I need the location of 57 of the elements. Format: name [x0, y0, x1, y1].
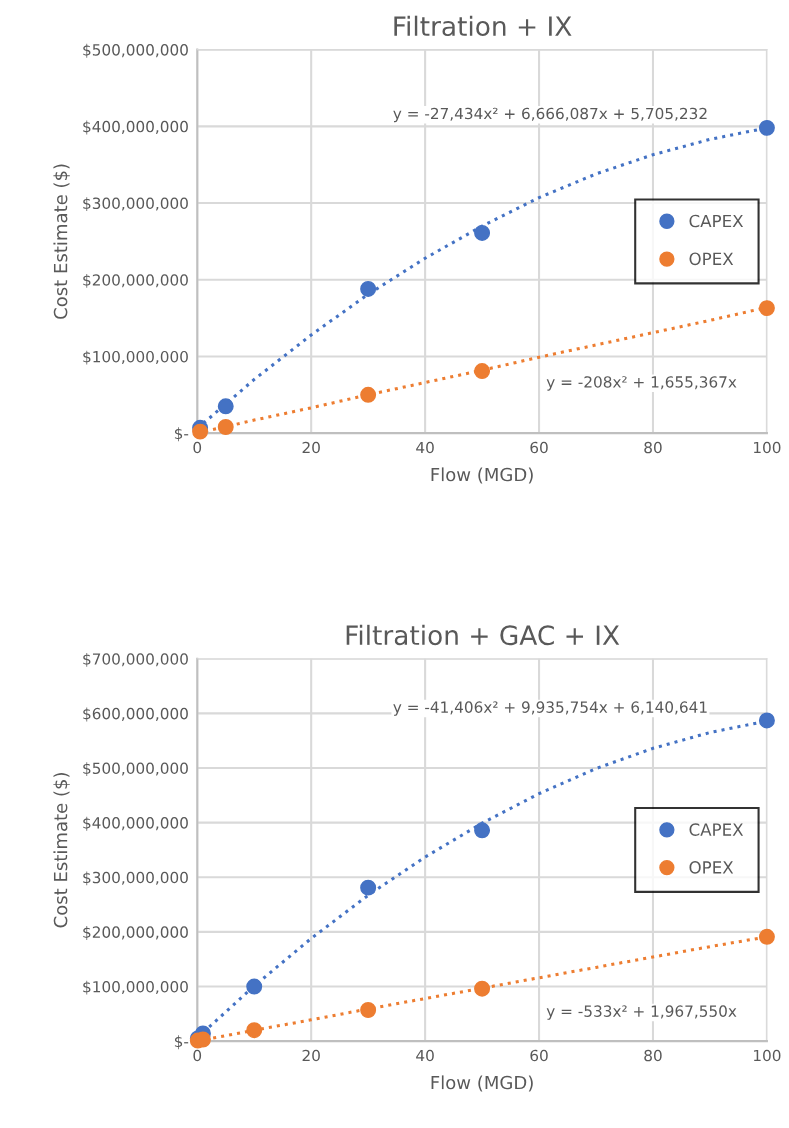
- point: [360, 879, 377, 896]
- y-tick-label: $200,000,000: [83, 926, 188, 940]
- x-tick-label: 80: [644, 441, 662, 454]
- point: [217, 398, 234, 415]
- point: [474, 224, 491, 241]
- y-tick-label: $400,000,000: [83, 816, 188, 831]
- y-tick-label: $-: [174, 427, 189, 442]
- point: [474, 822, 491, 839]
- point: [246, 978, 263, 995]
- point: [758, 300, 775, 317]
- x-tick-label: 0: [193, 1049, 202, 1062]
- annotation: y = -27,434x² + 6,666,087x + 5,705,232: [393, 107, 707, 123]
- point: [217, 419, 234, 435]
- y-tick-label: $600,000,000: [83, 707, 188, 722]
- point: [474, 363, 491, 380]
- y-tick-label: $100,000,000: [83, 980, 188, 995]
- y-tick-label: $400,000,000: [83, 120, 188, 135]
- point: [758, 712, 775, 729]
- x-tick-label: 80: [644, 1049, 662, 1062]
- legend-label: CAPEX: [689, 823, 744, 836]
- x-axis-title: Flow (MGD): [431, 467, 533, 484]
- x-tick-label: 0: [193, 441, 202, 454]
- annotation: y = -208x² + 1,655,367x: [546, 376, 737, 391]
- y-tick-label: $-: [174, 1035, 189, 1050]
- legend-label: OPEX: [689, 861, 734, 874]
- y-axis-title: Cost Estimate ($): [53, 773, 70, 928]
- y-tick-label: $500,000,000: [83, 43, 188, 58]
- legend-label: CAPEX: [689, 214, 744, 228]
- point: [758, 119, 775, 136]
- y-tick-label: $700,000,000: [83, 652, 188, 667]
- y-tick-label: $100,000,000: [83, 350, 188, 365]
- chart-title: Filtration + GAC + IX: [346, 624, 620, 646]
- x-tick-label: 100: [754, 1049, 781, 1062]
- point: [474, 980, 491, 997]
- x-tick-label: 20: [302, 1049, 320, 1062]
- point: [246, 1022, 263, 1039]
- chart-title: Filtration + IX: [394, 15, 572, 37]
- x-tick-label: 60: [530, 1049, 548, 1062]
- y-axis-title: Cost Estimate ($): [53, 164, 70, 319]
- x-tick-label: 60: [530, 441, 548, 454]
- x-tick-label: 20: [302, 441, 320, 454]
- y-tick-label: $300,000,000: [83, 197, 188, 212]
- point: [192, 423, 209, 440]
- point: [360, 386, 377, 403]
- annotation: y = -533x² + 1,967,550x: [546, 1005, 737, 1020]
- x-tick-label: 100: [754, 441, 781, 454]
- y-tick-label: $300,000,000: [83, 871, 188, 886]
- point: [758, 928, 775, 945]
- y-tick-label: $500,000,000: [83, 762, 188, 777]
- x-tick-label: 40: [416, 441, 434, 454]
- y-tick-label: $200,000,000: [83, 273, 188, 288]
- point: [360, 280, 377, 297]
- point: [360, 1002, 377, 1018]
- legend-label: OPEX: [689, 252, 734, 266]
- annotation: y = -41,406x² + 9,935,754x + 6,140,641: [393, 701, 707, 716]
- x-tick-label: 40: [416, 1049, 434, 1062]
- x-axis-title: Flow (MGD): [431, 1075, 533, 1092]
